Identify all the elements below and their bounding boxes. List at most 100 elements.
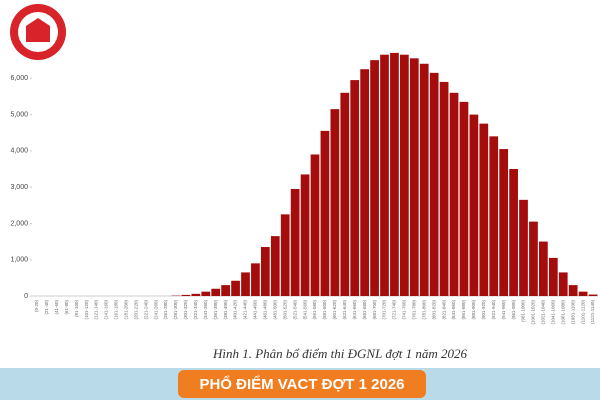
bar — [201, 292, 210, 296]
bar — [321, 131, 330, 296]
x-tick-label: (461-480) — [263, 300, 268, 320]
x-tick-label: (801-820) — [431, 300, 436, 320]
x-tick-label: (961-980) — [511, 300, 516, 320]
x-tick-label: (501-520) — [282, 300, 287, 320]
x-tick-label: (101-120) — [84, 300, 89, 320]
x-tick-label: (341-360) — [203, 300, 208, 320]
x-tick-label: (981-1000) — [521, 299, 526, 322]
bar — [370, 60, 379, 296]
x-tick-label: (321-340) — [193, 300, 198, 320]
x-tick-label: (701-720) — [382, 300, 387, 320]
x-tick-label: (241-260) — [153, 300, 158, 320]
x-tick-label: (81-100) — [74, 300, 79, 318]
bar — [410, 58, 419, 296]
x-tick-label: (721-740) — [392, 300, 397, 320]
bar — [360, 69, 369, 296]
x-tick-label: (481-500) — [272, 300, 277, 320]
x-tick-label: (301-320) — [183, 300, 188, 320]
x-tick-label: (261-280) — [163, 300, 168, 320]
x-tick-label: (661-680) — [362, 300, 367, 320]
x-tick-label: (0-20) — [34, 300, 39, 313]
x-tick-label: (1041-1060) — [551, 300, 556, 325]
bar — [589, 295, 598, 296]
y-tick-label: 6,000 — [10, 75, 28, 82]
x-tick-label: (281-300) — [173, 300, 178, 320]
x-tick-label: (141-160) — [104, 300, 109, 320]
bar — [529, 222, 538, 296]
x-tick-label: (741-760) — [402, 300, 407, 320]
x-tick-label: (781-800) — [421, 300, 426, 320]
bar — [261, 247, 270, 296]
x-tick-label: (761-780) — [411, 300, 416, 320]
x-tick-label: (21-40) — [44, 300, 49, 315]
x-tick-label: (381-400) — [223, 300, 228, 320]
x-tick-label: (561-580) — [312, 300, 317, 320]
x-tick-label: (901-920) — [481, 300, 486, 320]
x-tick-label: (61-80) — [64, 300, 69, 315]
y-tick-label: 3,000 — [10, 184, 28, 191]
bar — [301, 174, 310, 296]
bar — [460, 102, 469, 296]
x-tick-label: (121-140) — [94, 300, 99, 320]
y-tick-label: 5,000 — [10, 111, 28, 118]
bar — [430, 73, 439, 296]
x-tick-label: (861-880) — [461, 300, 466, 320]
x-tick-label: (1121-1140) — [590, 300, 595, 324]
x-tick-label: (1081-1100) — [570, 300, 575, 325]
x-tick-label: (681-700) — [372, 300, 377, 320]
bar — [549, 258, 558, 296]
bar — [539, 242, 548, 296]
bar — [519, 200, 528, 296]
y-tick-label: 2,000 — [10, 220, 28, 227]
bar — [559, 272, 568, 296]
caption: Hình 1. Phân bổ điểm thi ĐGNL đợt 1 năm … — [212, 346, 468, 361]
x-tick-label: (161-180) — [114, 300, 119, 320]
x-tick-label: (541-560) — [302, 300, 307, 320]
x-tick-label: (941-960) — [501, 300, 506, 320]
bar — [311, 154, 320, 296]
bar — [291, 189, 300, 296]
x-tick-label: (361-380) — [213, 300, 218, 320]
bar — [380, 55, 389, 296]
x-tick-label: (1061-1080) — [560, 300, 565, 325]
x-tick-label: (521-540) — [292, 300, 297, 320]
x-tick-label: (621-640) — [342, 300, 347, 320]
bar — [221, 285, 230, 296]
x-tick-label: (601-620) — [332, 300, 337, 320]
bar — [330, 109, 339, 296]
bar — [350, 80, 359, 296]
x-tick-label: (921-940) — [491, 300, 496, 320]
x-tick-label: (1021-1040) — [541, 300, 546, 325]
x-tick-label: (881-900) — [471, 300, 476, 320]
bar — [509, 169, 518, 296]
y-tick-label: 0 — [24, 293, 28, 300]
x-tick-label: (201-220) — [133, 300, 138, 320]
bar — [499, 149, 508, 296]
bar — [569, 285, 578, 296]
bar — [182, 295, 191, 296]
x-tick-label: (441-460) — [253, 300, 258, 320]
bar — [420, 64, 429, 296]
bar — [400, 55, 409, 296]
bar — [340, 93, 349, 296]
bar — [241, 272, 250, 296]
x-tick-label: (221-240) — [143, 300, 148, 320]
x-tick-label: (841-860) — [451, 300, 456, 320]
bar — [191, 294, 200, 296]
y-tick-label: 4,000 — [10, 148, 28, 155]
bar — [440, 82, 449, 296]
bar — [579, 292, 588, 296]
bar — [470, 115, 479, 296]
y-tick-label: 1,000 — [10, 257, 28, 264]
bar — [271, 236, 280, 296]
x-tick-label: (421-440) — [243, 300, 248, 320]
bar — [489, 136, 498, 296]
bar — [479, 124, 488, 296]
bar — [231, 281, 240, 296]
x-tick-label: (181-200) — [124, 300, 129, 320]
bar — [450, 93, 459, 296]
x-tick-label: (1001-1020) — [531, 300, 536, 325]
bar — [251, 263, 260, 296]
